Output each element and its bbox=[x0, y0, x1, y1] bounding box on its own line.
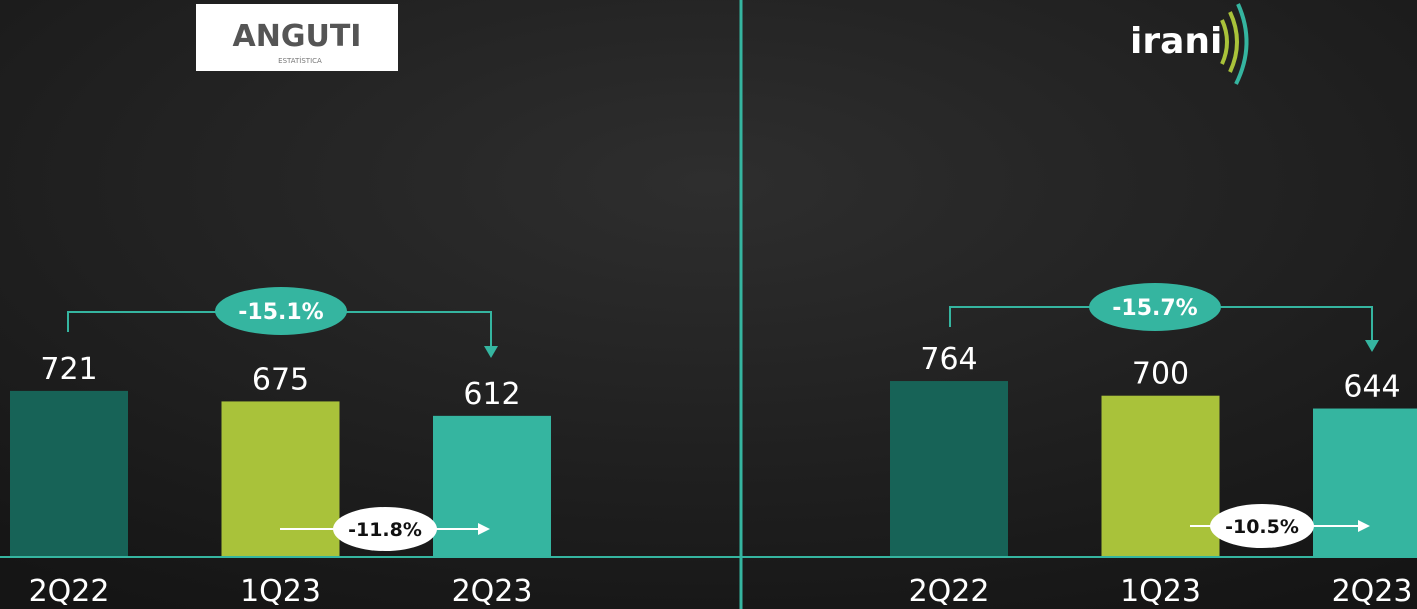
value-label: 675 bbox=[252, 362, 309, 397]
category-label: 2Q23 bbox=[1332, 574, 1413, 609]
value-label: 612 bbox=[463, 377, 520, 412]
bar bbox=[890, 381, 1008, 556]
arrow-head bbox=[1365, 340, 1379, 352]
change-label: -15.1% bbox=[238, 300, 323, 325]
badge bbox=[1210, 504, 1314, 548]
value-label: 764 bbox=[920, 342, 977, 377]
logo-box bbox=[196, 4, 398, 71]
bar bbox=[221, 401, 340, 556]
logo-text: ANGUTI bbox=[233, 19, 362, 54]
change-label: -10.5% bbox=[1225, 516, 1299, 538]
arrow-head bbox=[1358, 520, 1370, 532]
bar bbox=[1101, 395, 1220, 556]
bar bbox=[1313, 408, 1417, 556]
arrow-head bbox=[484, 346, 498, 358]
category-label: 2Q22 bbox=[909, 574, 990, 609]
logo-subtitle: ESTATÍSTICA bbox=[278, 56, 322, 65]
logo-arc bbox=[1234, 3, 1249, 85]
change-label: -11.8% bbox=[348, 519, 422, 541]
value-label: 721 bbox=[40, 352, 97, 387]
value-label: 644 bbox=[1343, 370, 1400, 405]
logo-arc bbox=[1228, 11, 1239, 73]
logo-arc bbox=[1220, 19, 1229, 65]
badge bbox=[215, 287, 347, 335]
arrow-head bbox=[478, 523, 490, 535]
logo-text: irani bbox=[1130, 21, 1222, 62]
badge bbox=[1089, 283, 1221, 331]
category-label: 2Q22 bbox=[29, 574, 110, 609]
value-label: 700 bbox=[1132, 357, 1189, 392]
category-label: 2Q23 bbox=[452, 574, 533, 609]
category-label: 1Q23 bbox=[240, 574, 321, 609]
bar bbox=[433, 415, 551, 556]
bar bbox=[10, 390, 128, 556]
change-label: -15.7% bbox=[1112, 296, 1197, 321]
badge bbox=[333, 507, 437, 551]
category-label: 1Q23 bbox=[1120, 574, 1201, 609]
